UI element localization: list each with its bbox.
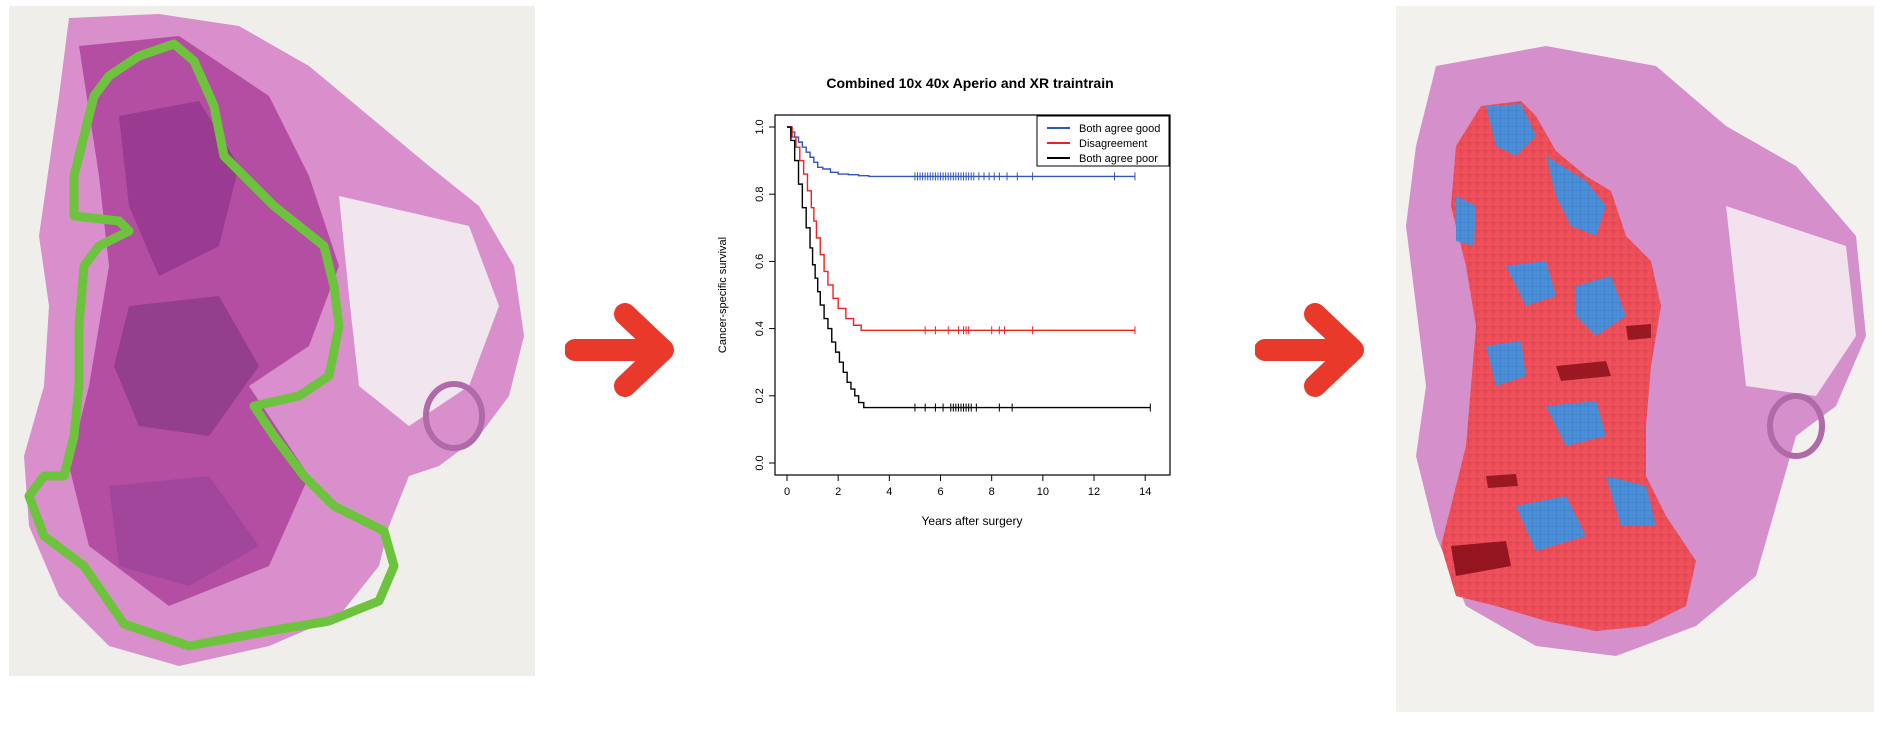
annotation-outline: [24, 39, 399, 651]
series-line: [787, 126, 1135, 178]
series-line: [787, 126, 1135, 331]
y-axis: 0.0 0.2 0.4 0.6 0.8 1.0: [754, 119, 775, 471]
series-layer: [787, 126, 1151, 412]
annotated-slide-image: [9, 6, 535, 676]
y-tick-label: 0.2: [754, 388, 766, 403]
legend-label-good: Both agree good: [1079, 123, 1160, 135]
x-axis: 0 2 4 6 8 10 12 14: [784, 475, 1151, 498]
y-tick-label: 0.4: [754, 321, 766, 336]
legend: Both agree good Disagreement Both agree …: [1036, 115, 1170, 167]
x-tick-label: 6: [937, 486, 943, 498]
plot-frame: [774, 114, 1171, 476]
heatmap-slide-image: [1396, 6, 1874, 712]
series-line: [787, 126, 1151, 409]
x-tick-label: 4: [886, 486, 892, 498]
x-tick-label: 14: [1139, 486, 1151, 498]
x-tick-label: 2: [835, 486, 841, 498]
x-tick-label: 8: [989, 486, 995, 498]
y-tick-label: 1.0: [754, 119, 766, 134]
legend-label-disagreement: Disagreement: [1079, 138, 1147, 150]
x-tick-label: 0: [784, 486, 790, 498]
chart-title: Combined 10x 40x Aperio and XR traintrai…: [826, 75, 1113, 91]
legend-label-poor: Both agree poor: [1079, 153, 1158, 165]
y-tick-label: 0.0: [754, 455, 766, 470]
y-tick-label: 0.8: [754, 187, 766, 202]
right-arrow-icon: [565, 303, 674, 397]
y-axis-label: Cancer-specific survival: [717, 237, 729, 353]
x-tick-label: 12: [1088, 486, 1100, 498]
survival-chart: Combined 10x 40x Aperio and XR traintrai…: [717, 75, 1171, 528]
right-arrow-icon: [1255, 303, 1364, 397]
x-tick-label: 10: [1037, 486, 1049, 498]
x-axis-label: Years after surgery: [922, 514, 1023, 528]
y-tick-label: 0.6: [754, 254, 766, 269]
